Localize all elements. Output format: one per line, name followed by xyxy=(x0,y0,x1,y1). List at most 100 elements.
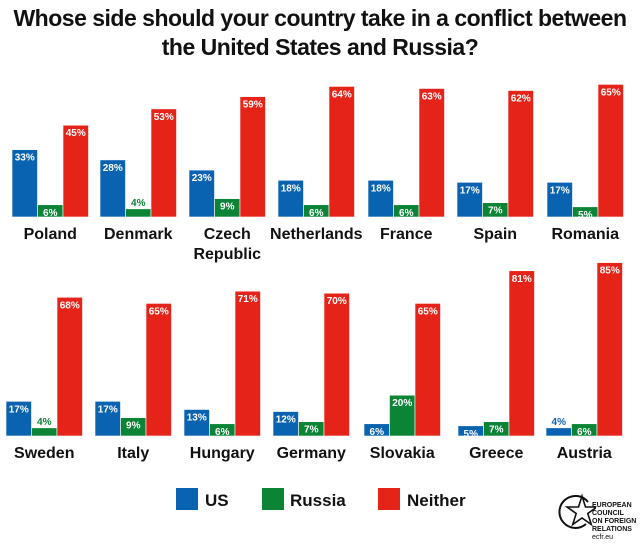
bar-neither xyxy=(508,270,535,437)
data-label: 5% xyxy=(464,429,479,440)
data-label: 6% xyxy=(215,427,230,438)
data-label: 81% xyxy=(512,274,532,285)
data-label: 33% xyxy=(15,153,35,164)
category-label: Spain xyxy=(473,226,517,243)
data-label: 9% xyxy=(126,421,141,432)
bar-us xyxy=(11,149,38,218)
category-label: Slovakia xyxy=(370,445,435,462)
bar-us xyxy=(367,179,394,218)
data-label: 5% xyxy=(578,210,593,221)
data-label: 17% xyxy=(460,185,480,196)
category-label: Denmark xyxy=(104,226,173,243)
data-label: 85% xyxy=(600,266,620,277)
bar-russia xyxy=(31,427,58,437)
data-label: 71% xyxy=(238,294,258,305)
data-label: 12% xyxy=(276,415,296,426)
bar-us xyxy=(5,401,32,437)
data-label: 17% xyxy=(550,185,570,196)
data-label: 6% xyxy=(43,208,58,219)
data-label: 7% xyxy=(488,206,503,217)
logo-line: ON FOREIGN xyxy=(592,518,637,525)
data-label: 65% xyxy=(149,306,169,317)
bar-neither xyxy=(56,296,83,437)
category-label: France xyxy=(380,226,433,243)
bar-neither xyxy=(507,90,534,218)
logo-line: RELATIONS xyxy=(592,526,632,533)
data-label: 23% xyxy=(192,173,212,184)
bar-us xyxy=(183,409,210,437)
bar-us xyxy=(272,411,299,437)
bar-neither xyxy=(418,88,445,218)
data-label: 18% xyxy=(281,183,301,194)
category-label: Poland xyxy=(24,226,77,243)
bar-neither xyxy=(414,303,441,437)
data-label: 20% xyxy=(392,398,412,409)
bar-neither xyxy=(62,124,89,218)
category-label: Germany xyxy=(277,445,346,462)
legend-label: Neither xyxy=(407,491,466,510)
data-label: 59% xyxy=(243,100,263,111)
bar-us xyxy=(546,182,573,218)
data-label: 18% xyxy=(371,183,391,194)
bar-russia xyxy=(125,208,152,218)
data-label: 53% xyxy=(154,112,174,123)
data-label: 68% xyxy=(60,300,80,311)
ecfr-logo: EUROPEAN COUNCIL ON FOREIGN RELATIONS ec… xyxy=(556,488,640,544)
bar-us xyxy=(277,179,304,218)
chart-title: Whose side should your country take in a… xyxy=(13,5,627,60)
legend-swatch-us xyxy=(176,488,198,510)
bar-neither xyxy=(597,84,624,218)
data-label: 6% xyxy=(309,208,324,219)
logo-line: EUROPEAN xyxy=(592,502,632,509)
data-label: 6% xyxy=(399,208,414,219)
data-label: 65% xyxy=(418,306,438,317)
bar-us xyxy=(94,401,121,437)
category-label: Hungary xyxy=(190,445,255,462)
data-label: 65% xyxy=(601,87,621,98)
bar-neither xyxy=(150,108,177,218)
category-label: Romania xyxy=(551,226,619,243)
bar-us xyxy=(188,169,215,218)
category-label: Netherlands xyxy=(270,226,363,243)
bar-us xyxy=(99,159,126,218)
data-label: 7% xyxy=(304,425,319,436)
bar-us xyxy=(545,427,572,437)
logo-url: ecfr.eu xyxy=(592,534,614,541)
category-label: Sweden xyxy=(14,445,74,462)
data-label: 70% xyxy=(327,296,347,307)
bar-neither xyxy=(328,86,355,218)
data-label: 28% xyxy=(103,163,123,174)
data-label: 4% xyxy=(552,417,567,428)
legend-label: Russia xyxy=(290,491,346,510)
data-label: 7% xyxy=(489,425,504,436)
data-label: 6% xyxy=(577,427,592,438)
data-label: 4% xyxy=(37,417,52,428)
logo-line: COUNCIL xyxy=(592,510,624,517)
category-label: Greece xyxy=(469,445,523,462)
data-label: 45% xyxy=(66,128,86,139)
data-label: 9% xyxy=(220,202,235,213)
bar-neither xyxy=(234,290,261,437)
legend-swatch-neither xyxy=(378,488,400,510)
data-label: 17% xyxy=(98,404,118,415)
data-label: 64% xyxy=(332,89,352,100)
data-label: 13% xyxy=(187,412,207,423)
bar-neither xyxy=(596,262,623,437)
category-label: Czech xyxy=(204,226,251,243)
category-label: Republic xyxy=(193,246,261,263)
category-label: Austria xyxy=(557,445,612,462)
bar-neither xyxy=(239,96,266,218)
data-label: 62% xyxy=(511,94,531,105)
bar-us xyxy=(456,182,483,218)
data-label: 6% xyxy=(370,427,385,438)
category-label: Italy xyxy=(117,445,149,462)
bar-neither xyxy=(323,292,350,437)
bar-neither xyxy=(145,303,172,437)
data-label: 63% xyxy=(422,91,442,102)
star-circle-icon xyxy=(558,493,596,529)
data-label: 4% xyxy=(131,198,146,209)
legend-swatch-russia xyxy=(262,488,284,510)
legend-label: US xyxy=(205,491,229,510)
